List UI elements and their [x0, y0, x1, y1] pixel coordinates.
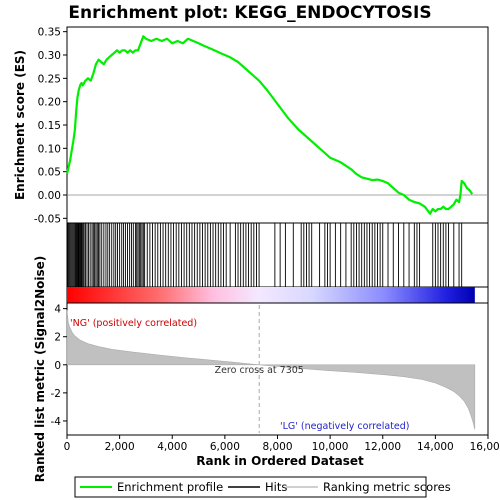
chart-title: Enrichment plot: KEGG_ENDOCYTOSIS: [68, 3, 431, 23]
x-tick-label: 16,000: [470, 441, 500, 453]
x-tick-label: 14,000: [417, 441, 454, 453]
enrichment-y-tick-label: 0.35: [38, 27, 61, 39]
enrichment-profile-line: [65, 35, 474, 215]
x-axis-ticks: 0 2,000 4,000 6,000 8,000 10,000 12,000 14,000 1…: [64, 435, 500, 453]
hit-markers: [67, 223, 463, 287]
rank-color-bar: [66, 286, 489, 304]
ranked-metric-y-tick-label: -2: [51, 388, 61, 400]
rank-color-gradient-fill: [67, 287, 475, 303]
enrichment-y-tick-label: 0.30: [38, 50, 61, 62]
zero-cross-label: Zero cross at 7305: [215, 365, 304, 376]
ranking-metric-fill: [66, 309, 476, 430]
ranked-metric-y-ticks: -4 -2 0 2 4: [51, 304, 67, 428]
x-tick-label: 6,000: [210, 441, 240, 453]
positive-correlation-label: 'NG' (positively correlated): [70, 318, 197, 329]
x-tick-label: 2,000: [105, 441, 135, 453]
legend: Enrichment profile Hits Ranking metric s…: [74, 476, 451, 498]
enrichment-y-tick-label: 0.00: [38, 190, 61, 202]
x-tick-label: 12,000: [364, 441, 401, 453]
enrichment-y-tick-label: 0.15: [38, 120, 61, 132]
legend-ranking-label: Ranking metric scores: [323, 480, 451, 494]
enrichment-y-tick-label: 0.25: [38, 73, 61, 85]
ranked-metric-y-tick-label: 0: [54, 360, 61, 372]
ranked-metric-panel: -4 -2 0 2 4 Zero cross at 7305 'NG' (positiv…: [33, 256, 489, 483]
enrichment-panel: -0.05 0.00 0.05 0.10 0.15 0.20 0.25 0.30 0.35 En…: [13, 26, 489, 225]
ranked-metric-y-tick-label: -4: [51, 416, 62, 428]
x-tick-label: 4,000: [157, 441, 187, 453]
enrichment-y-tick-label: 0.10: [38, 143, 61, 155]
enrichment-panel-frame: [66, 26, 489, 224]
x-tick-label: 10,000: [312, 441, 349, 453]
enrichment-y-axis-label: Enrichment score (ES): [13, 50, 27, 200]
enrichment-y-tick-label: 0.20: [38, 97, 61, 109]
ranked-metric-y-axis-label: Ranked list metric (Signal2Noise): [33, 256, 47, 483]
enrichment-y-tick-label: -0.05: [34, 213, 61, 225]
hits-panel: [66, 222, 489, 288]
legend-enrichment-label: Enrichment profile: [117, 480, 223, 494]
negative-correlation-label: 'LG' (negatively correlated): [280, 421, 410, 432]
ranked-metric-y-tick-label: 2: [54, 332, 61, 344]
ranked-metric-y-tick-label: 4: [54, 304, 61, 316]
legend-hits-label: Hits: [265, 480, 287, 494]
hits-panel-frame: [66, 222, 489, 288]
enrichment-y-ticks: -0.05 0.00 0.05 0.10 0.15 0.20 0.25 0.30 0.35: [34, 27, 67, 225]
x-tick-label: 0: [64, 441, 71, 453]
enrichment-profile-series: [65, 35, 474, 215]
x-axis-label: Rank in Ordered Dataset: [196, 454, 364, 468]
ranking-metric-area: [66, 309, 476, 430]
x-tick-label: 8,000: [262, 441, 292, 453]
enrichment-y-tick-label: 0.05: [38, 167, 61, 179]
